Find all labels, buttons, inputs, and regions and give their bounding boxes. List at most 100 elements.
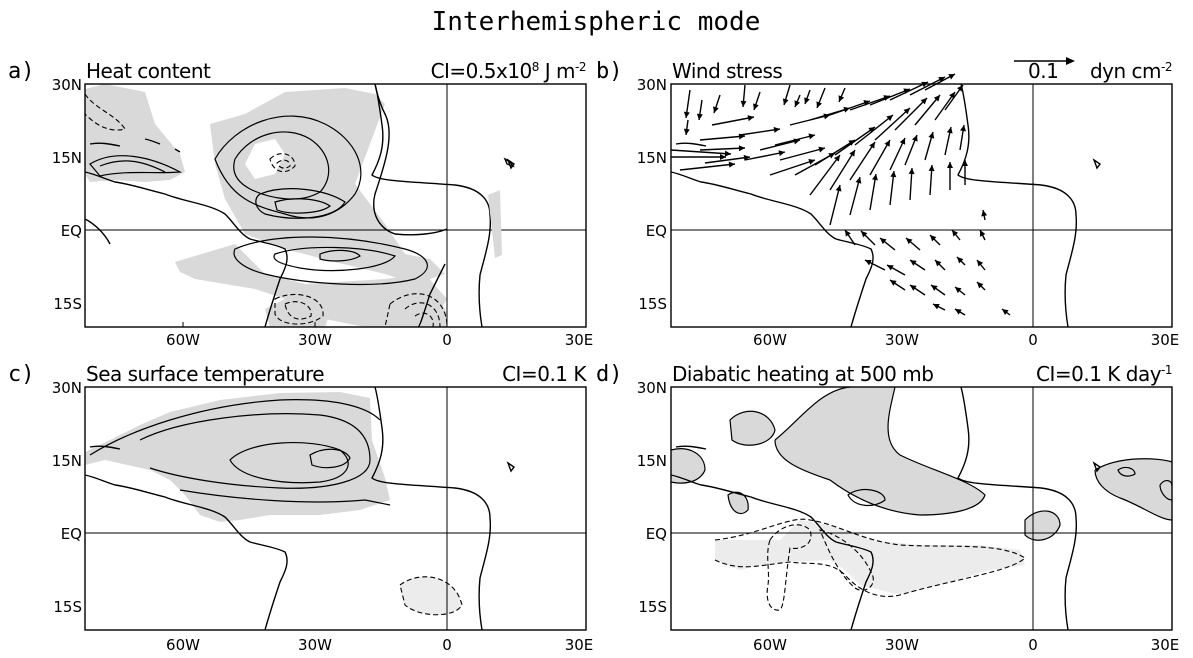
wind-vector-head: [880, 238, 887, 245]
wind-vector: [774, 134, 816, 146]
panel-d-title: Diabatic heating at 500 mb: [672, 362, 933, 386]
wind-vector-head: [778, 150, 785, 157]
panel-c: [85, 392, 463, 616]
wind-vector-head: [804, 97, 810, 104]
tick-30n: 30N: [52, 76, 82, 94]
wind-vector-head: [868, 127, 875, 133]
tick-30e: 30E: [565, 636, 594, 654]
tick-eq: EQ: [646, 222, 667, 240]
tick-30w: 30W: [885, 331, 919, 349]
wind-vector: [744, 151, 786, 161]
wind-vector-head: [962, 160, 968, 166]
panel-d-lat-ticks: 30N 15N EQ 15S: [637, 379, 667, 616]
wind-vector-head: [948, 74, 955, 80]
heat-content-shading: [85, 84, 447, 327]
coastline-c: [84, 386, 516, 631]
wind-vector: [704, 156, 751, 164]
wind-vector-head: [890, 280, 897, 286]
wind-vector-head: [887, 265, 894, 271]
wind-vector: [869, 139, 891, 176]
tick-30n: 30N: [637, 76, 667, 94]
wind-vector-head: [899, 138, 906, 145]
wind-vector: [769, 159, 816, 176]
wind-vector-head: [773, 126, 780, 133]
wind-vector: [699, 135, 746, 141]
tick-30e: 30E: [1151, 636, 1180, 654]
wind-vector-head: [683, 111, 690, 118]
wind-vector-head: [838, 95, 845, 102]
panel-c-title: Sea surface temperature: [86, 362, 324, 386]
panel-d-label: d): [596, 362, 623, 387]
wind-vector-head: [977, 282, 984, 289]
wind-vector: [869, 88, 911, 106]
wind-vector: [874, 107, 911, 141]
africa-coast-a: [371, 83, 516, 328]
wind-vector: [814, 139, 856, 166]
panel-b-title: Wind stress: [672, 59, 782, 83]
tick-60w: 60W: [166, 636, 200, 654]
wind-vector: [829, 100, 871, 116]
wind-vector-head: [808, 133, 815, 140]
tick-15n: 15N: [52, 452, 82, 470]
wind-vector-head: [933, 95, 940, 102]
wind-vector-head: [828, 153, 835, 159]
panel-a-lat-ticks: 30N 15N EQ 15S: [52, 76, 82, 313]
wind-vector-head: [903, 88, 910, 95]
reference-vector-value: 0.1: [1028, 59, 1058, 83]
wind-vector: [759, 139, 801, 151]
wind-vector-head: [955, 309, 962, 315]
wind-vector-head: [808, 159, 815, 165]
wind-vector: [829, 184, 841, 226]
wind-vector-head: [910, 260, 917, 266]
wind-vector: [894, 97, 928, 131]
reference-vector-unit: dyn cm-2: [1090, 59, 1172, 83]
panel-b-label: b): [596, 59, 623, 84]
panel-a: [84, 83, 515, 328]
wind-vector-head: [816, 101, 823, 108]
panel-d-contour-interval: CI=0.1 K day-1: [1036, 362, 1172, 386]
wind-vector-head: [1002, 309, 1009, 315]
wind-vector-head: [872, 174, 878, 181]
wind-vector: [779, 147, 826, 161]
wind-vector-head: [933, 304, 940, 310]
wind-vector: [711, 116, 755, 126]
tick-15s: 15S: [53, 295, 82, 313]
panel-b-lat-ticks: 30N 15N EQ 15S: [637, 76, 667, 313]
panel-c-frame: [84, 386, 587, 631]
wind-vector: [889, 81, 929, 101]
tick-eq: EQ: [646, 525, 667, 543]
wind-vector-head: [740, 100, 747, 107]
wind-vector-head: [930, 235, 937, 242]
wind-vector-head: [977, 260, 984, 267]
wind-vector-head: [861, 231, 868, 238]
wind-vector: [849, 176, 861, 216]
wind-vector-head: [747, 115, 754, 122]
tick-30e: 30E: [1151, 331, 1180, 349]
wind-vector: [699, 147, 746, 151]
tick-30w: 30W: [885, 636, 919, 654]
wind-vector-head: [818, 146, 825, 153]
wind-vector-head: [952, 230, 959, 237]
wind-vector-head: [728, 161, 735, 168]
wind-vector-head: [928, 132, 935, 139]
wind-vector-head: [946, 127, 953, 134]
wind-vector-head: [884, 140, 890, 147]
heat-content-contours: [84, 93, 448, 328]
panel-a-contour-interval: CI=0.5x108 J m-2: [431, 59, 586, 83]
wind-vector-head: [960, 125, 967, 132]
wind-vector: [854, 114, 894, 146]
tick-30w: 30W: [298, 331, 332, 349]
wind-vector-head: [720, 154, 726, 160]
panel-d-lon-ticks: 60W 30W 0 30E: [753, 636, 1179, 654]
wind-vector-head: [869, 142, 875, 149]
wind-vector-head: [903, 108, 910, 115]
wind-vector: [739, 128, 781, 136]
wind-vector: [670, 149, 732, 155]
wind-vector-head: [938, 77, 945, 83]
wind-vector-head: [957, 257, 964, 264]
tick-eq: EQ: [61, 222, 82, 240]
wind-vector: [834, 126, 876, 156]
tick-0: 0: [1028, 331, 1038, 349]
wind-stress-vectors: [670, 73, 1011, 316]
